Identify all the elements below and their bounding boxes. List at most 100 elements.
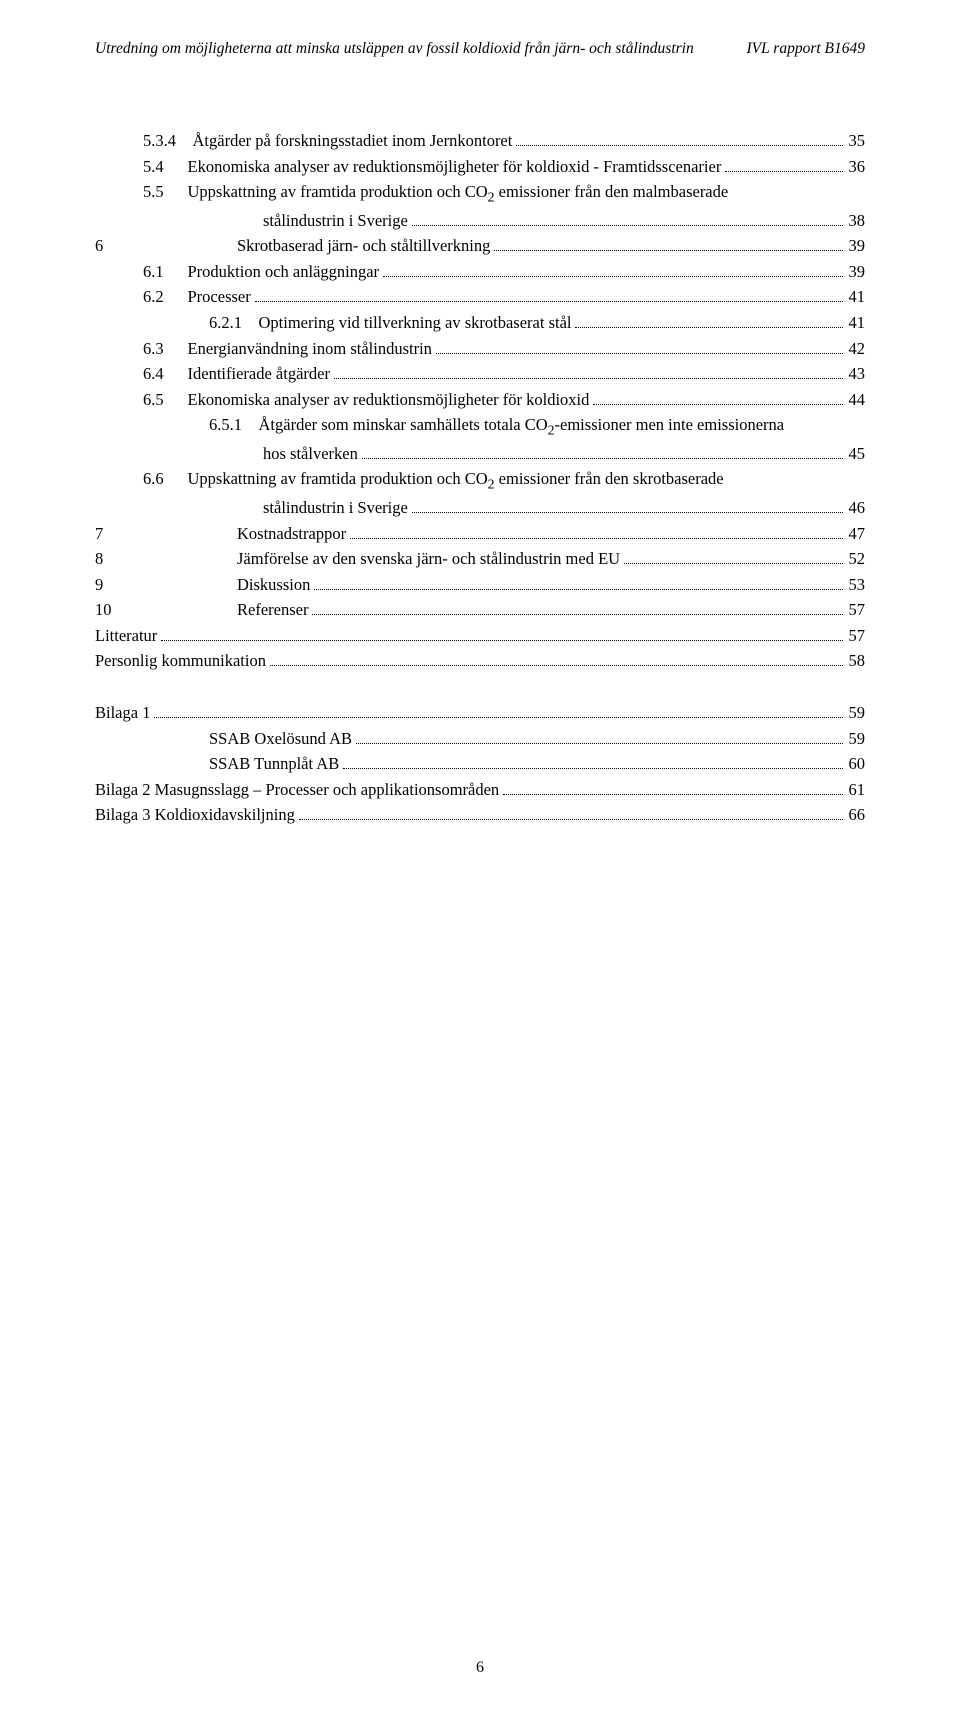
toc-entry-label: Bilaga 1 [95,700,150,726]
toc-entry-label: Åtgärder som minskar samhällets totala C… [259,412,785,441]
toc-entry-page: 35 [847,128,866,154]
toc-entry: 5.4 Ekonomiska analyser av reduktionsmöj… [95,154,865,180]
toc-entry-page: 60 [847,751,866,777]
toc-dots [270,665,843,666]
toc-entry-label: Kostnadstrappor [123,521,346,547]
toc-dots [255,301,843,302]
toc-entry-label: Optimering vid tillverkning av skrotbase… [259,310,572,336]
table-of-contents: 5.3.4 Åtgärder på forskningsstadiet inom… [95,128,865,828]
toc-entry-label: Uppskattning av framtida produktion och … [188,466,724,495]
toc-entry-label: Energianvändning inom stålindustrin [188,336,432,362]
toc-entry: 10Referenser57 [95,597,865,623]
toc-entry-page: 44 [847,387,866,413]
toc-entry: Bilaga 3 Koldioxidavskiljning 66 [95,802,865,828]
toc-entry-label: Referenser [123,597,308,623]
toc-entry-page: 59 [847,726,866,752]
toc-entry: SSAB Tunnplåt AB 60 [95,751,865,777]
toc-dots [436,353,843,354]
toc-entry: SSAB Oxelösund AB 59 [95,726,865,752]
toc-entry-number: 5.4 [143,154,171,180]
toc-entry-number: 6 [95,233,123,259]
toc-entry: 9Diskussion53 [95,572,865,598]
toc-entry-page: 66 [847,802,866,828]
toc-entry-page: 57 [847,623,866,649]
toc-entry-number: 8 [95,546,123,572]
toc-dots [314,589,842,590]
toc-dots [299,819,843,820]
toc-entry-number: 6.6 [143,466,171,492]
toc-entry-page: 41 [847,310,866,336]
toc-entry-page: 38 [847,208,866,234]
toc-entry-page: 47 [847,521,866,547]
toc-entry-label: Bilaga 3 Koldioxidavskiljning [95,802,295,828]
toc-entry: 6.6 Uppskattning av framtida produktion … [95,466,865,495]
toc-entry: 6Skrotbaserad järn- och ståltillverkning… [95,233,865,259]
toc-entry-number: 6.5 [143,387,171,413]
toc-entry-page: 53 [847,572,866,598]
toc-entry: Bilaga 159 [95,700,865,726]
toc-entry: 5.3.4 Åtgärder på forskningsstadiet inom… [95,128,865,154]
toc-entry: Bilaga 2 Masugnsslagg – Processer och ap… [95,777,865,803]
toc-entry-number: 6.2.1 [209,310,242,336]
toc-dots [312,614,842,615]
toc-entry: 6.4 Identifierade åtgärder43 [95,361,865,387]
toc-entry-label: SSAB Tunnplåt AB [209,751,339,777]
toc-entry: Personlig kommunikation58 [95,648,865,674]
toc-entry-page: 52 [847,546,866,572]
toc-entry-label: Åtgärder på forskningsstadiet inom Jernk… [193,128,513,154]
toc-dots [593,404,842,405]
toc-dots [725,171,842,172]
toc-dots [494,250,842,251]
toc-entry-page: 45 [847,441,866,467]
toc-dots [575,327,842,328]
toc-entry-label: Uppskattning av framtida produktion och … [188,179,729,208]
toc-entry-number: 7 [95,521,123,547]
toc-entry-label: Diskussion [123,572,310,598]
toc-entry-label: Litteratur [95,623,157,649]
toc-entry-page: 39 [847,259,866,285]
toc-entry: 8Jämförelse av den svenska järn- och stå… [95,546,865,572]
toc-entry: 7Kostnadstrappor 47 [95,521,865,547]
toc-entry-label: Ekonomiska analyser av reduktionsmöjligh… [188,154,722,180]
toc-entry: 6.3 Energianvändning inom stålindustrin4… [95,336,865,362]
toc-entry-label: Identifierade åtgärder [188,361,330,387]
toc-entry-label: Jämförelse av den svenska järn- och stål… [123,546,620,572]
toc-dots [161,640,842,641]
toc-entry: Litteratur 57 [95,623,865,649]
toc-entry-label: Personlig kommunikation [95,648,266,674]
toc-entry-page: 36 [847,154,866,180]
toc-dots [412,512,843,513]
toc-entry: 6.5.1 Åtgärder som minskar samhällets to… [95,412,865,441]
toc-entry-page: 57 [847,597,866,623]
toc-entry-continuation: stålindustrin i Sverige38 [95,208,865,234]
toc-entry-continuation: stålindustrin i Sverige46 [95,495,865,521]
toc-dots [503,794,842,795]
toc-entry-number: 6.5.1 [209,412,242,438]
toc-dots [343,768,842,769]
toc-entry-number: 6.2 [143,284,171,310]
toc-entry-label: Bilaga 2 Masugnsslagg – Processer och ap… [95,777,499,803]
toc-entry-number: 5.3.4 [143,128,176,154]
toc-entry: 5.5 Uppskattning av framtida produktion … [95,179,865,208]
page-number: 6 [0,1659,960,1677]
toc-entry: 6.2 Processer41 [95,284,865,310]
toc-dots [362,458,843,459]
toc-entry-label: Skrotbaserad järn- och ståltillverkning [123,233,490,259]
toc-entry-continuation: hos stålverken45 [95,441,865,467]
toc-dots [516,145,842,146]
toc-dots [154,717,842,718]
toc-dots [356,743,842,744]
toc-dots [334,378,843,379]
toc-entry-page: 61 [847,777,866,803]
toc-entry: 6.5 Ekonomiska analyser av reduktionsmöj… [95,387,865,413]
toc-entry-page: 42 [847,336,866,362]
toc-dots [350,538,842,539]
toc-entry-number: 6.1 [143,259,171,285]
toc-entry-label: SSAB Oxelösund AB [209,726,352,752]
toc-dots [383,276,842,277]
toc-entry: 6.1 Produktion och anläggningar39 [95,259,865,285]
toc-entry-page: 43 [847,361,866,387]
header-right: IVL rapport B1649 [746,40,865,58]
toc-entry-page: 46 [847,495,866,521]
toc-entry: 6.2.1 Optimering vid tillverkning av skr… [95,310,865,336]
